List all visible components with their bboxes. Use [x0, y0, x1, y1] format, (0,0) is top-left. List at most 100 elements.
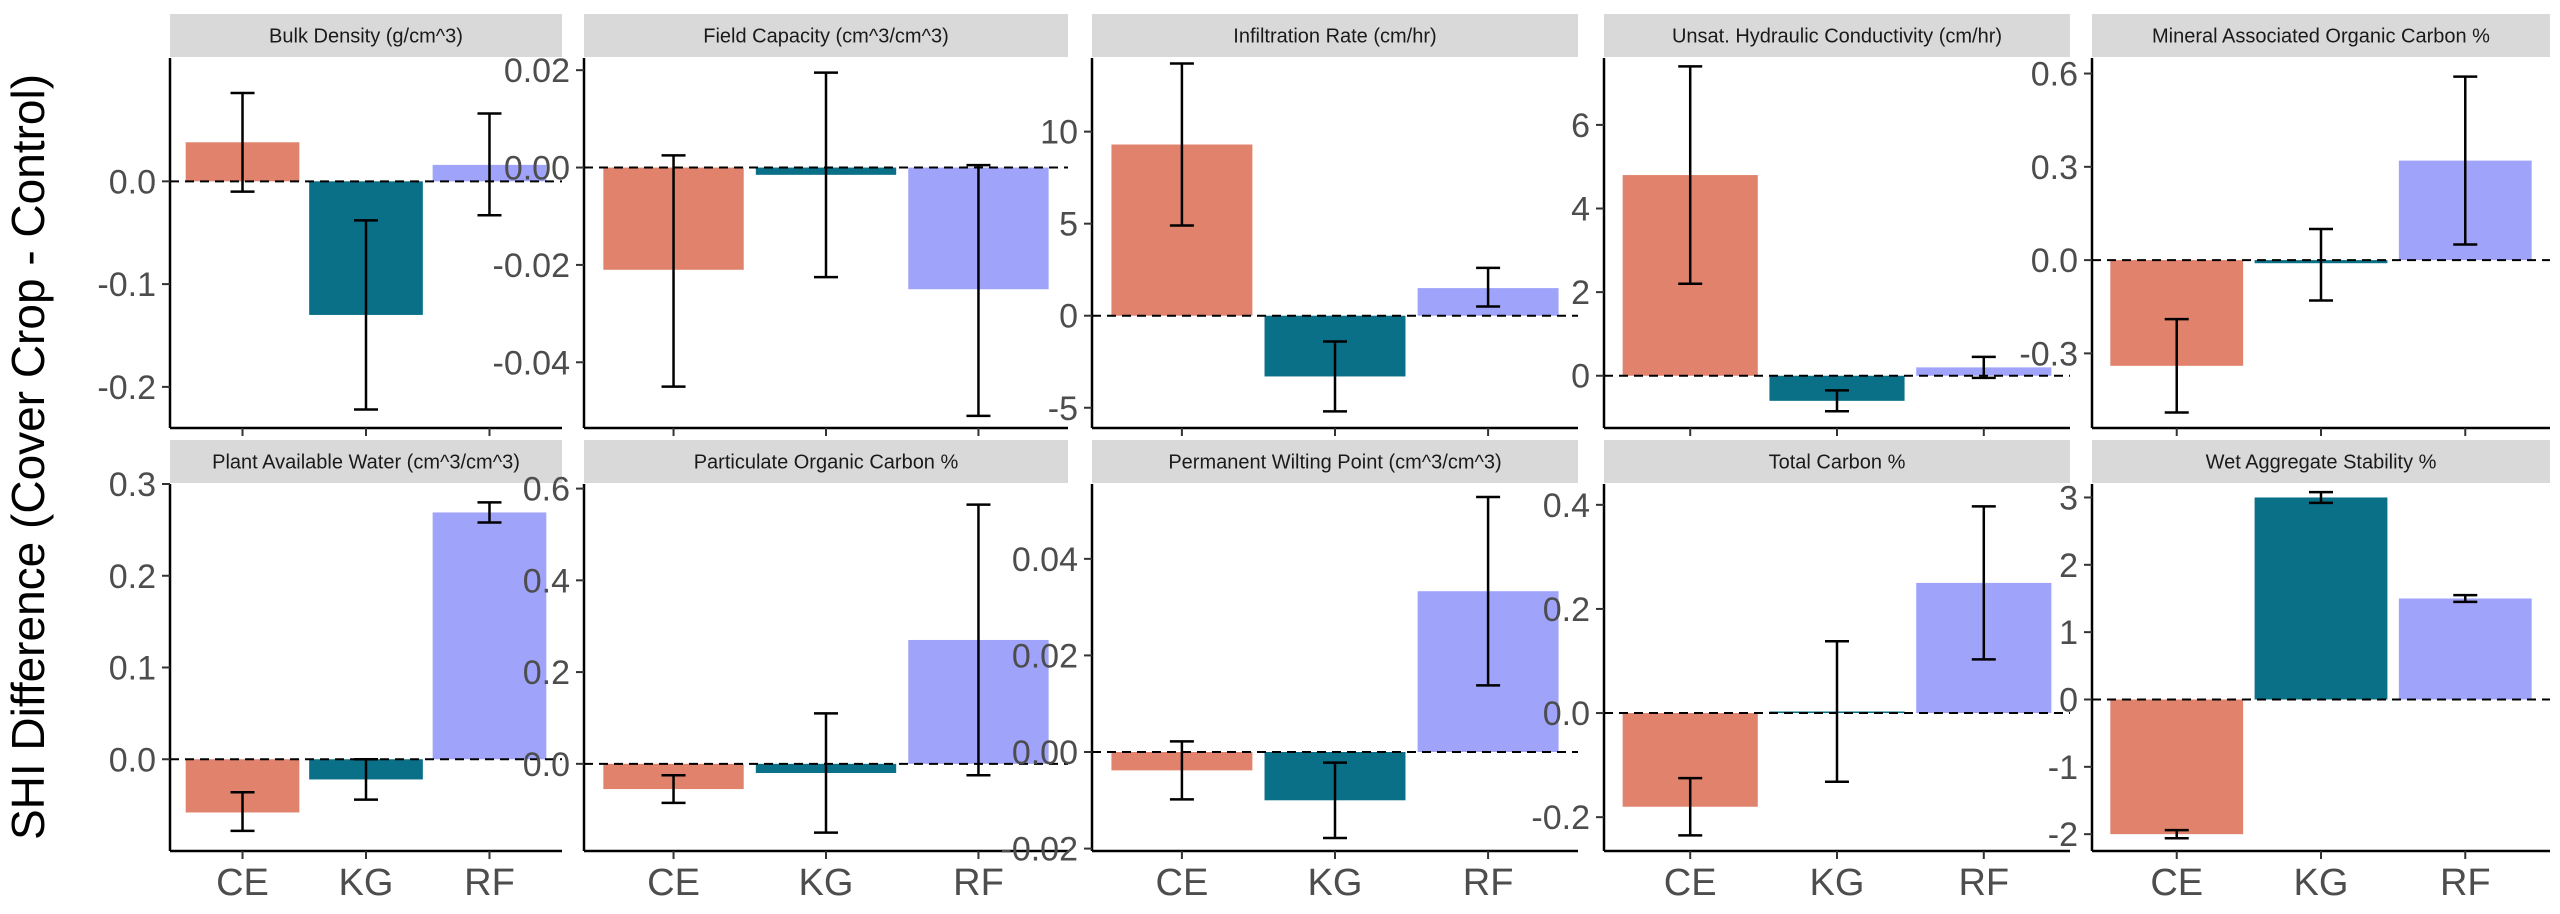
x-tick-label: RF	[2440, 862, 2491, 904]
y-tick-label: 0.0	[109, 163, 156, 201]
bar-ce	[2110, 699, 2244, 835]
error-bar-ce	[1678, 776, 1703, 837]
y-tick-label: -0.02	[493, 247, 571, 285]
error-bar-kg	[354, 219, 378, 411]
error-bar-rf	[1476, 495, 1501, 687]
y-tick-label: -0.3	[2019, 335, 2078, 373]
y-tick-label: 2	[2059, 547, 2078, 585]
error-bar-ce	[2164, 828, 2189, 840]
error-bar-kg	[354, 758, 378, 801]
y-tick-label: 0.0	[523, 746, 570, 784]
x-tick-label: KG	[799, 862, 854, 904]
y-axis-title: SHI Difference (Cover Crop - Control)	[2, 74, 54, 840]
bar-rf	[432, 512, 547, 760]
y-tick-label: 0	[1059, 298, 1078, 336]
y-tick-label: 0.0	[109, 741, 156, 779]
facet-title: Particulate Organic Carbon %	[694, 452, 959, 474]
error-bar-kg	[1825, 639, 1849, 784]
error-bar-rf	[1971, 355, 1996, 380]
y-tick-label: -0.2	[1531, 799, 1590, 837]
facet-title: Infiltration Rate (cm/hr)	[1233, 26, 1436, 48]
error-bar-kg	[1323, 761, 1347, 840]
error-bar-kg	[1323, 340, 1347, 413]
y-tick-label: 0.02	[504, 52, 570, 90]
x-tick-label: RF	[1958, 862, 2009, 904]
y-tick-label: -0.02	[1001, 831, 1079, 869]
y-tick-label: -0.2	[97, 369, 156, 407]
y-tick-label: 0.0	[1543, 695, 1590, 733]
bar-kg	[2254, 497, 2388, 700]
error-bar-kg	[814, 71, 838, 279]
facet-title: Mineral Associated Organic Carbon %	[2152, 26, 2490, 48]
error-bar-ce	[1678, 65, 1703, 286]
error-bar-kg	[1825, 389, 1849, 413]
error-bar-ce	[661, 774, 686, 805]
y-tick-label: 0.00	[504, 150, 570, 188]
facet-strip	[2092, 14, 2550, 57]
facet-strip	[2092, 440, 2550, 483]
facet-strip	[170, 440, 562, 483]
y-tick-label: 0.4	[1543, 487, 1590, 525]
y-tick-label: -0.04	[493, 344, 571, 382]
facet-panel: Particulate Organic Carbon % 0.0 0.2 0.4 0.6…	[523, 440, 1068, 904]
facet-panel: Mineral Associated Organic Carbon % -0.3 0…	[2019, 14, 2550, 436]
facet-strip	[1604, 14, 2070, 57]
error-bar-rf	[966, 163, 991, 418]
facet-panel: Bulk Density (g/cm^3) -0.2 -0.1 0.0	[97, 14, 562, 436]
x-tick-label: CE	[1156, 862, 1209, 904]
y-tick-label: 5	[1059, 206, 1078, 244]
error-bar-rf	[966, 503, 991, 777]
facet-panel: Total Carbon % -0.2 0.0 0.2 0.4 CE KG RF	[1531, 440, 2070, 904]
facet-strip	[584, 14, 1068, 57]
error-bar-rf	[2453, 75, 2478, 246]
facet-strip	[170, 14, 562, 57]
y-tick-label: 0.3	[2031, 149, 2078, 187]
facet-strip	[1092, 440, 1578, 483]
x-tick-label: KG	[2294, 862, 2349, 904]
error-bar-ce	[1169, 740, 1194, 801]
y-tick-label: -0.1	[97, 266, 156, 304]
error-bar-ce	[230, 91, 255, 193]
error-bar-ce	[2164, 317, 2189, 414]
y-tick-label: 2	[1571, 274, 1590, 312]
error-bar-ce	[230, 791, 255, 833]
x-tick-label: CE	[2150, 862, 2203, 904]
x-tick-label: CE	[647, 862, 700, 904]
y-tick-label: -1	[2048, 749, 2078, 787]
facet-panel: Wet Aggregate Stability % -2 -1 0 1 2 3 CE KG RF	[2048, 440, 2550, 904]
y-tick-label: 0.04	[1012, 541, 1078, 579]
y-tick-label: 6	[1571, 107, 1590, 145]
facet-title: Field Capacity (cm^3/cm^3)	[703, 26, 949, 48]
y-tick-label: 0.6	[523, 471, 570, 509]
facet-panel: Permanent Wilting Point (cm^3/cm^3) -0.02…	[1001, 440, 1578, 904]
y-tick-label: 10	[1040, 114, 1078, 152]
x-tick-label: RF	[953, 862, 1004, 904]
facet-panel: Unsat. Hydraulic Conductivity (cm/hr) 0 2 4…	[1571, 14, 2070, 436]
facet-panel: Infiltration Rate (cm/hr) -5 0 5 10	[1040, 14, 1578, 436]
y-tick-label: 0.2	[109, 558, 156, 596]
error-bar-kg	[2309, 227, 2333, 302]
error-bar-rf	[477, 112, 502, 217]
y-tick-label: 4	[1571, 191, 1590, 229]
error-bar-rf	[2453, 593, 2478, 604]
facet-strip	[584, 440, 1068, 483]
x-tick-label: CE	[1664, 862, 1717, 904]
facet-title: Bulk Density (g/cm^3)	[269, 26, 463, 48]
y-tick-label: 0.6	[2031, 56, 2078, 94]
error-bar-ce	[1169, 62, 1194, 227]
facet-title: Plant Available Water (cm^3/cm^3)	[212, 452, 520, 474]
error-bar-rf	[1971, 505, 1996, 661]
y-tick-label: 0.02	[1012, 637, 1078, 675]
y-tick-label: 0.00	[1012, 734, 1078, 772]
facet-title: Total Carbon %	[1769, 452, 1906, 474]
error-bar-ce	[661, 154, 686, 388]
facet-strip	[1604, 440, 2070, 483]
y-tick-label: 0	[1571, 358, 1590, 396]
facet-title: Unsat. Hydraulic Conductivity (cm/hr)	[1672, 26, 2002, 48]
facet-title: Permanent Wilting Point (cm^3/cm^3)	[1168, 452, 1501, 474]
facet-title: Wet Aggregate Stability %	[2206, 452, 2437, 474]
y-tick-label: 0.4	[523, 562, 570, 600]
error-bar-kg	[814, 712, 838, 834]
error-bar-kg	[2309, 490, 2333, 505]
